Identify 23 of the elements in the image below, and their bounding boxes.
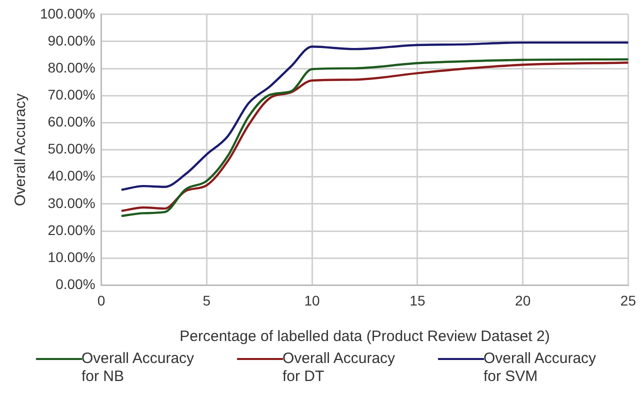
- legend-label: Overall Accuracy for SVM: [484, 350, 598, 386]
- y-tick-label: 70.00%: [48, 86, 96, 102]
- y-tick-label: 50.00%: [48, 140, 96, 157]
- line-series: [121, 41, 628, 191]
- legend-label: Overall Accuracy for NB: [82, 350, 196, 386]
- x-tick-label: 10: [304, 292, 320, 308]
- x-tick-label: 5: [202, 292, 211, 308]
- y-tick-label: 60.00%: [48, 114, 96, 130]
- x-tick-label: 15: [410, 292, 426, 308]
- y-tick-label: 100.00%: [40, 5, 96, 22]
- y-tick-label: 40.00%: [48, 168, 96, 184]
- legend-label: Overall Accuracy for DT: [282, 350, 396, 386]
- y-tick-label: 30.00%: [48, 194, 96, 211]
- y-tick-label: 80.00%: [48, 59, 96, 76]
- y-tick-label: 90.00%: [48, 32, 96, 48]
- y-axis-title: Overall Accuracy: [12, 93, 30, 206]
- y-tick-label: 0.00%: [56, 276, 96, 292]
- x-tick-label: 0: [97, 292, 106, 308]
- x-axis-title: Percentage of labelled data (Product Review Dataset 2): [180, 328, 550, 346]
- y-tick-label: 10.00%: [48, 248, 96, 265]
- x-tick-label: 20: [515, 292, 531, 308]
- y-tick-label: 20.00%: [48, 222, 96, 238]
- x-tick-label: 25: [620, 292, 636, 308]
